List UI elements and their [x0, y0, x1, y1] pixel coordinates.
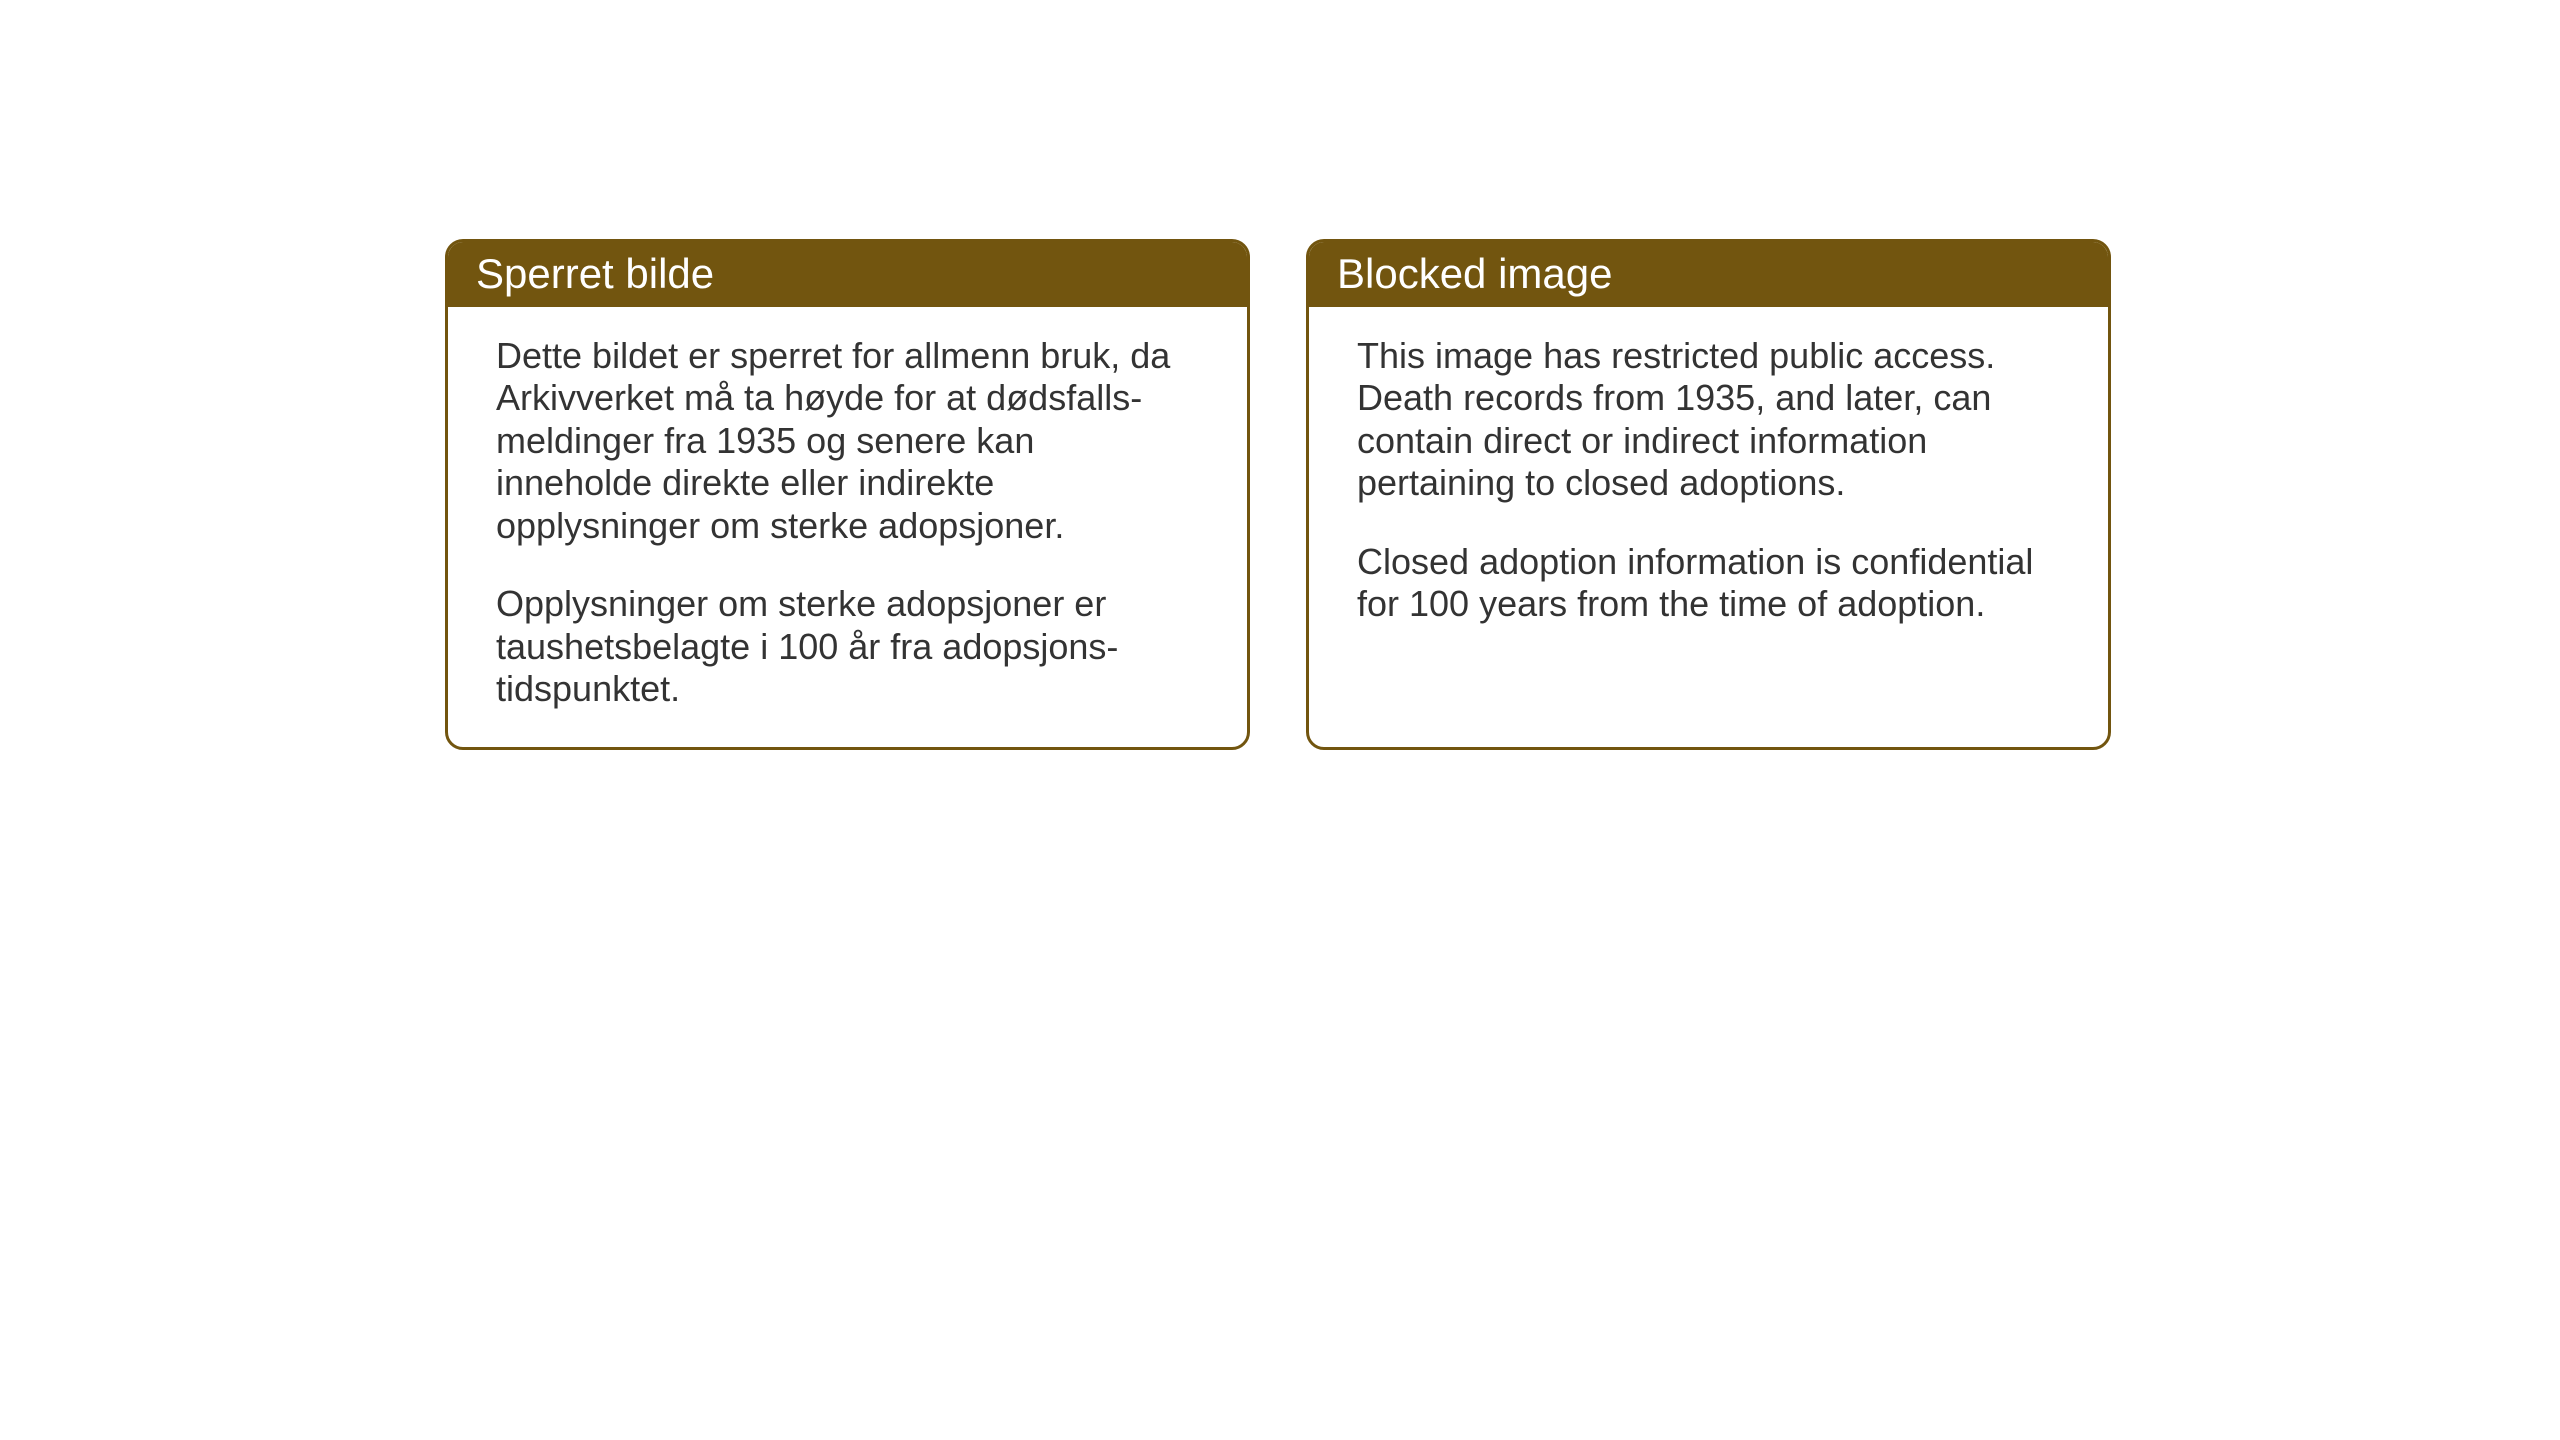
card-title: Sperret bilde [476, 250, 714, 297]
card-header-norwegian: Sperret bilde [448, 242, 1247, 307]
card-paragraph: Closed adoption information is confident… [1357, 541, 2060, 626]
card-body-english: This image has restricted public access.… [1309, 307, 2108, 747]
card-paragraph: Opplysninger om sterke adopsjoner er tau… [496, 583, 1199, 710]
notice-card-norwegian: Sperret bilde Dette bildet er sperret fo… [445, 239, 1250, 750]
card-paragraph: Dette bildet er sperret for allmenn bruk… [496, 335, 1199, 547]
notice-card-english: Blocked image This image has restricted … [1306, 239, 2111, 750]
notice-container: Sperret bilde Dette bildet er sperret fo… [0, 0, 2560, 750]
card-paragraph: This image has restricted public access.… [1357, 335, 2060, 505]
card-body-norwegian: Dette bildet er sperret for allmenn bruk… [448, 307, 1247, 747]
card-title: Blocked image [1337, 250, 1612, 297]
card-header-english: Blocked image [1309, 242, 2108, 307]
